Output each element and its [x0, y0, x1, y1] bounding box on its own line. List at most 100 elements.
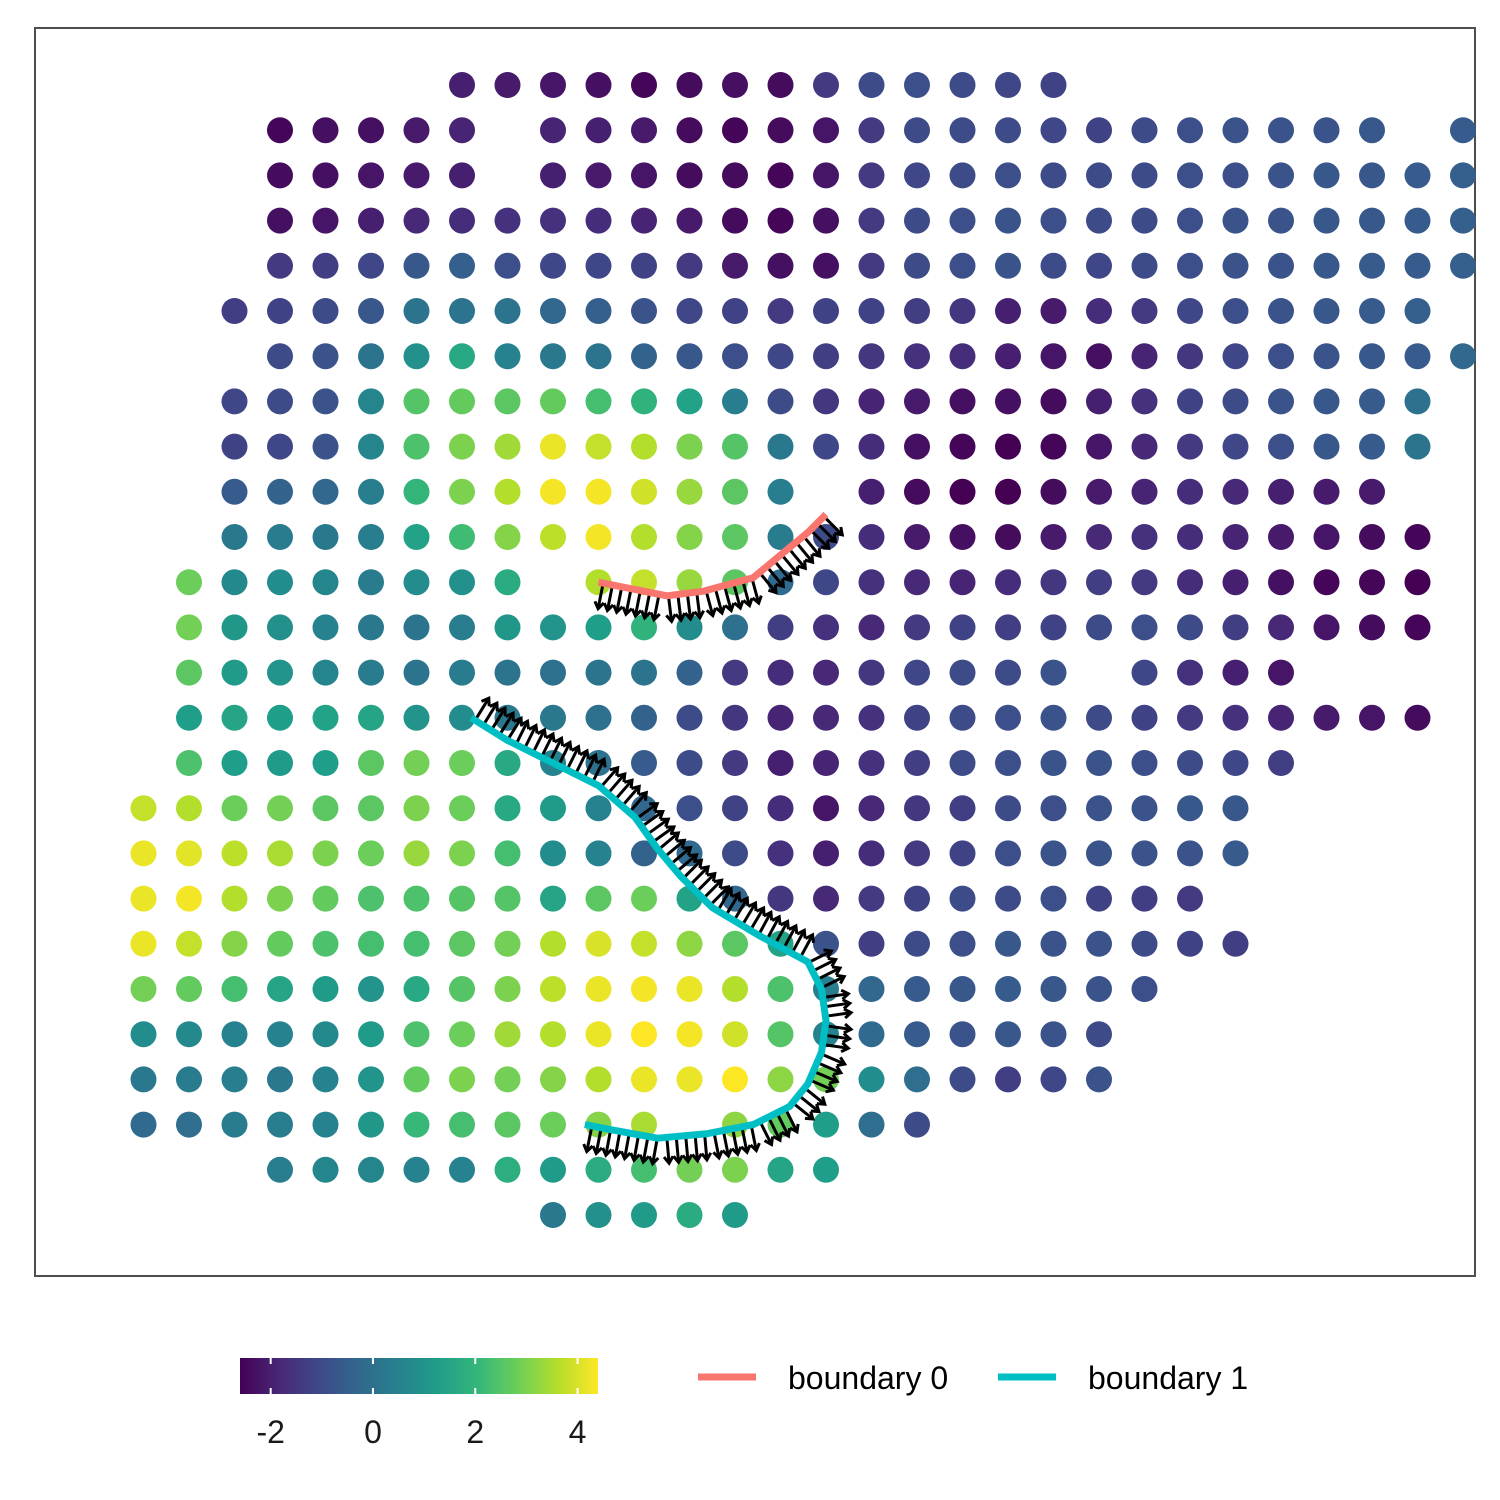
spot: [767, 1021, 794, 1048]
spot: [1086, 614, 1112, 641]
spot: [813, 252, 839, 279]
spot: [767, 659, 794, 686]
spot: [995, 976, 1021, 1002]
boundary-arrow: [765, 565, 785, 588]
spot: [1404, 162, 1431, 189]
legend-entry: boundary 1: [998, 1360, 1248, 1396]
boundary-arrowhead: [747, 900, 758, 912]
spot: [267, 1066, 293, 1093]
boundary-arrowhead: [797, 560, 807, 571]
spot: [585, 885, 612, 912]
boundary-arrow: [688, 865, 710, 887]
spot: [312, 659, 339, 686]
spot: [1177, 569, 1203, 596]
spot: [221, 388, 248, 415]
spot: [358, 524, 384, 550]
spot: [358, 659, 384, 686]
boundary-arrowhead: [638, 790, 649, 801]
spot: [995, 524, 1021, 550]
spot: [1313, 433, 1340, 460]
spot: [1313, 388, 1340, 415]
boundary-arrow: [594, 1127, 603, 1154]
spots-layer: [130, 72, 1476, 1228]
spot: [949, 930, 976, 957]
spot: [1086, 1021, 1112, 1048]
boundary-arrowhead: [660, 817, 671, 828]
spot: [676, 343, 703, 370]
spot: [722, 207, 748, 234]
spot: [858, 72, 885, 98]
spot: [449, 750, 475, 776]
spot: [631, 1156, 657, 1183]
spot: [1268, 750, 1294, 776]
spot: [267, 207, 293, 234]
spot: [1222, 433, 1249, 460]
boundary-arrowhead: [782, 572, 793, 583]
spot: [1177, 298, 1203, 324]
spot: [1222, 659, 1249, 686]
spot: [494, 1066, 521, 1093]
boundary-arrowhead: [713, 878, 724, 889]
spot: [1040, 569, 1067, 596]
spot: [676, 117, 703, 144]
spot: [358, 433, 384, 460]
spot: [221, 659, 248, 686]
colorbar-tick-label: 0: [364, 1414, 382, 1450]
boundary-arrow: [724, 892, 741, 917]
boundary-arrowhead: [816, 1096, 827, 1106]
spot: [267, 569, 293, 596]
spot: [1177, 750, 1203, 776]
spot: [130, 1066, 157, 1093]
spot: [221, 524, 248, 550]
boundary-arrow: [643, 592, 652, 619]
spot: [449, 885, 475, 912]
spot: [1177, 795, 1203, 822]
spot: [540, 885, 566, 912]
spot: [1313, 162, 1340, 189]
boundary-arrowhead: [616, 771, 627, 783]
spot: [494, 569, 521, 596]
spot: [1268, 614, 1294, 641]
spot: [358, 252, 384, 279]
spot: [176, 840, 202, 867]
spot: [312, 569, 339, 596]
spot: [767, 885, 794, 912]
spot: [1040, 976, 1067, 1002]
boundary-arrow: [695, 591, 702, 618]
spot: [949, 976, 976, 1002]
spot: [813, 750, 839, 776]
spot: [767, 524, 794, 550]
spot: [1359, 252, 1385, 279]
boundary-arrow: [651, 825, 675, 844]
spot: [449, 433, 475, 460]
spot: [1313, 298, 1340, 324]
spot: [995, 614, 1021, 641]
spot: [813, 298, 839, 324]
boundary-arrowhead: [620, 1150, 632, 1162]
spot: [1222, 207, 1249, 234]
colorbar-tick-label: -2: [256, 1414, 284, 1450]
spot: [221, 1066, 248, 1093]
spot: [1131, 795, 1158, 822]
spot: [813, 1156, 839, 1183]
spot: [494, 343, 521, 370]
spot: [722, 72, 748, 98]
spot: [130, 840, 157, 867]
boundary-arrowhead: [654, 809, 665, 820]
spot: [358, 704, 384, 731]
boundary-arrow: [674, 1136, 681, 1163]
boundary-arrow: [473, 697, 491, 722]
spot: [1313, 569, 1340, 596]
spot: [767, 614, 794, 641]
spot: [904, 207, 930, 234]
boundary-arrow: [506, 717, 523, 742]
spot: [1404, 207, 1431, 234]
spot: [540, 252, 566, 279]
boundary-arrowhead: [536, 727, 548, 738]
boundary-arrowhead: [684, 611, 696, 622]
boundary-arrowhead: [804, 1110, 815, 1121]
spot: [995, 252, 1021, 279]
spot: [949, 433, 976, 460]
spot: [494, 1156, 521, 1183]
spot: [221, 1021, 248, 1048]
